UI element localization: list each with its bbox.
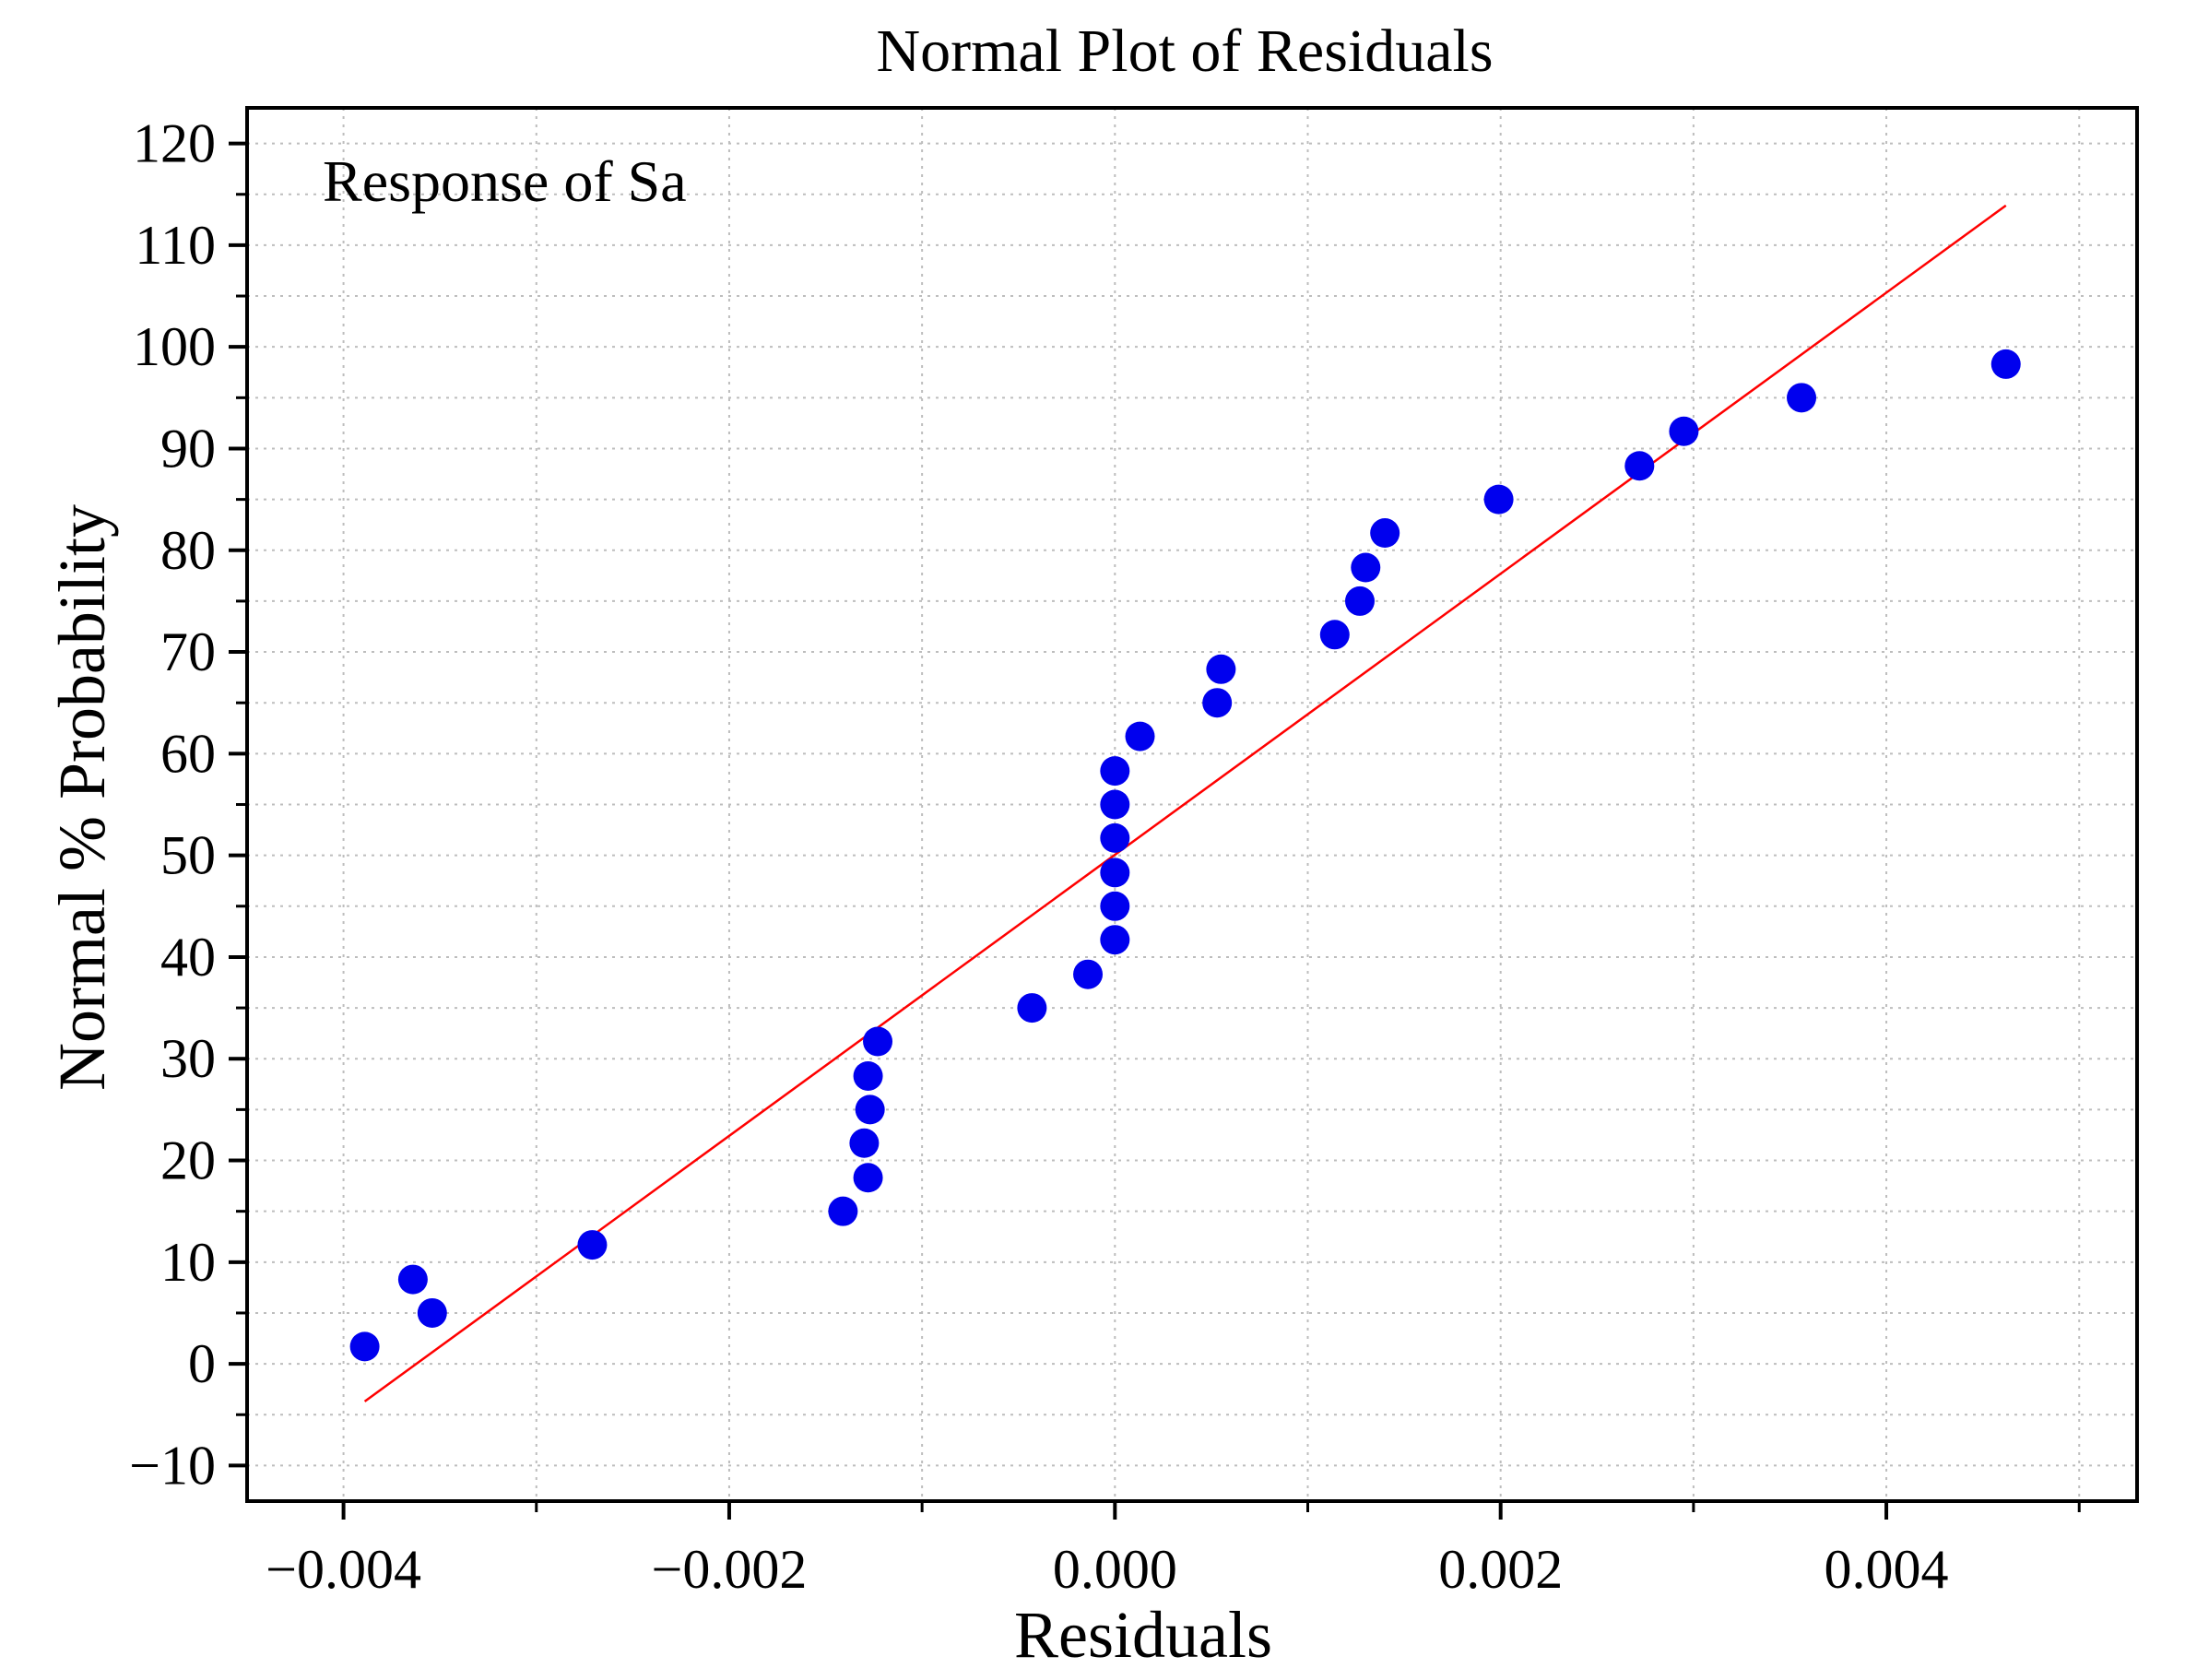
axis-ticks — [229, 141, 2081, 1520]
residual-point — [1202, 688, 1233, 718]
residual-point — [853, 1060, 883, 1091]
chart-title: Normal Plot of Residuals — [876, 18, 1493, 85]
y-tick-label: 20 — [160, 1130, 216, 1191]
residual-point — [1100, 756, 1130, 787]
y-tick-label: 120 — [133, 113, 216, 174]
residual-point — [853, 1163, 883, 1193]
residual-point — [1344, 586, 1375, 616]
residual-point — [1624, 451, 1655, 481]
x-tick-label: −0.004 — [266, 1539, 421, 1600]
normal-reference-line — [363, 204, 2007, 1402]
residual-point — [1206, 654, 1236, 684]
residual-point — [397, 1264, 428, 1295]
residual-point — [863, 1026, 893, 1057]
residual-point — [1017, 993, 1047, 1023]
residual-point — [1100, 822, 1130, 853]
residual-point — [828, 1196, 858, 1226]
y-tick-label: 90 — [160, 418, 216, 479]
residual-point — [1100, 858, 1130, 888]
x-tick-label: 0.000 — [1053, 1539, 1177, 1600]
residual-point — [1483, 484, 1514, 515]
residual-point — [1319, 620, 1350, 650]
y-tick-label: −10 — [129, 1435, 216, 1496]
residual-point — [1100, 891, 1130, 921]
residual-point — [1787, 383, 1817, 413]
x-axis-label: Residuals — [1014, 1598, 1272, 1672]
y-tick-label: 70 — [160, 621, 216, 682]
residual-point — [855, 1094, 885, 1125]
axis-tick-labels: −0.004 −0.002 0.000 0.002 0.004 −10 0 10 20 30 40 5… — [129, 113, 1948, 1600]
residual-point — [1990, 349, 2021, 379]
y-tick-label: 40 — [160, 927, 216, 988]
residual-point — [1100, 925, 1130, 955]
residual-point — [1669, 416, 1699, 446]
residual-point — [417, 1297, 447, 1328]
residual-point — [349, 1331, 380, 1362]
residual-point — [1125, 721, 1155, 751]
y-tick-label: 80 — [160, 520, 216, 581]
residual-point — [577, 1230, 608, 1260]
y-axis-label: Normal % Probability — [45, 504, 119, 1091]
x-tick-label: 0.004 — [1825, 1539, 1949, 1600]
response-annotation: Response of Sa — [323, 148, 687, 214]
x-tick-label: 0.002 — [1438, 1539, 1563, 1600]
y-tick-label: 50 — [160, 825, 216, 886]
residual-point — [1100, 789, 1130, 820]
residual-point — [1370, 518, 1400, 549]
y-tick-label: 0 — [188, 1333, 216, 1394]
residual-point — [849, 1128, 880, 1158]
residual-point — [1073, 959, 1104, 989]
y-tick-label: 110 — [135, 215, 216, 276]
x-tick-label: −0.002 — [652, 1539, 808, 1600]
y-tick-label: 100 — [133, 316, 216, 377]
y-tick-label: 10 — [160, 1232, 216, 1293]
y-tick-label: 30 — [160, 1028, 216, 1089]
y-tick-label: 60 — [160, 723, 216, 784]
residual-point — [1351, 552, 1381, 583]
plot-area-content — [349, 204, 2021, 1402]
